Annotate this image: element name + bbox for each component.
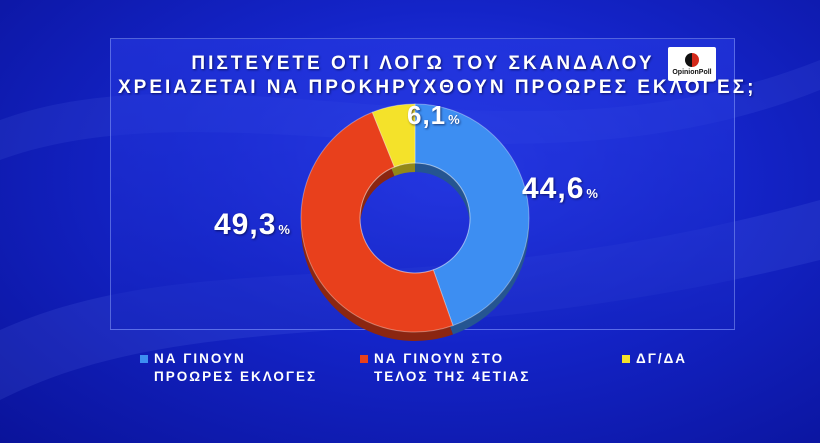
donut-slice-end-of-term [300, 111, 454, 333]
legend-swatch-dont-know [622, 355, 630, 363]
slice-unit-early-elections: % [586, 186, 598, 201]
slice-label-dont-know: 6,1% [407, 100, 460, 131]
logo-mark-icon [685, 52, 699, 67]
legend-label-end-of-term-line-2: ΤΕΛΟΣ ΤΗΣ 4ΕΤΙΑΣ [374, 369, 531, 384]
donut-slice-dont-know [371, 103, 416, 168]
opinionpoll-logo: OpinionPoll [668, 47, 716, 81]
legend-swatch-end-of-term [360, 355, 368, 363]
legend-swatch-early-elections [140, 355, 148, 363]
slice-unit-end-of-term: % [278, 222, 290, 237]
donut-hole [359, 162, 471, 274]
logo-text: OpinionPoll [672, 68, 712, 76]
legend-label-early-elections-line-1: ΝΑ ΓΙΝΟΥΝ [154, 351, 246, 366]
slice-label-end-of-term: 49,3% [214, 208, 290, 242]
chart-title: ΠΙΣΤΕΥΕΤΕ ΟΤΙ ΛΟΓΩ ΤΟΥ ΣΚΑΝΔΑΛΟΥ ΧΡΕΙΑΖΕ… [118, 52, 757, 100]
slice-label-early-elections: 44,6% [522, 172, 598, 206]
slice-value-end-of-term: 49,3 [214, 208, 277, 241]
slice-value-dont-know: 6,1 [407, 100, 447, 130]
legend-label-end-of-term-line-1: ΝΑ ΓΙΝΟΥΝ ΣΤΟ [374, 351, 505, 366]
slice-unit-dont-know: % [448, 112, 460, 127]
legend-label-early-elections-line-2: ΠΡΟΩΡΕΣ ΕΚΛΟΓΕΣ [154, 369, 318, 384]
legend-item-dont-know: ΔΓ/ΔΑ [622, 350, 722, 370]
donut-slice-early-elections [414, 103, 530, 327]
chart-title-line-1: ΠΙΣΤΕΥΕΤΕ ΟΤΙ ΛΟΓΩ ΤΟΥ ΣΚΑΝΔΑΛΟΥ [191, 53, 655, 74]
chart-title-line-2: ΧΡΕΙΑΖΕΤΑΙ ΝΑ ΠΡΟΚΗΡΥΧΘΟΥΝ ΠΡΟΩΡΕΣ ΕΚΛΟΓ… [118, 77, 757, 98]
slice-value-early-elections: 44,6 [522, 172, 585, 205]
legend-item-end-of-term: ΝΑ ΓΙΝΟΥΝ ΣΤΟ ΤΕΛΟΣ ΤΗΣ 4ΕΤΙΑΣ [360, 350, 560, 390]
legend-item-early-elections: ΝΑ ΓΙΝΟΥΝ ΠΡΟΩΡΕΣ ΕΚΛΟΓΕΣ [140, 350, 340, 390]
legend-label-dont-know: ΔΓ/ΔΑ [636, 351, 688, 366]
